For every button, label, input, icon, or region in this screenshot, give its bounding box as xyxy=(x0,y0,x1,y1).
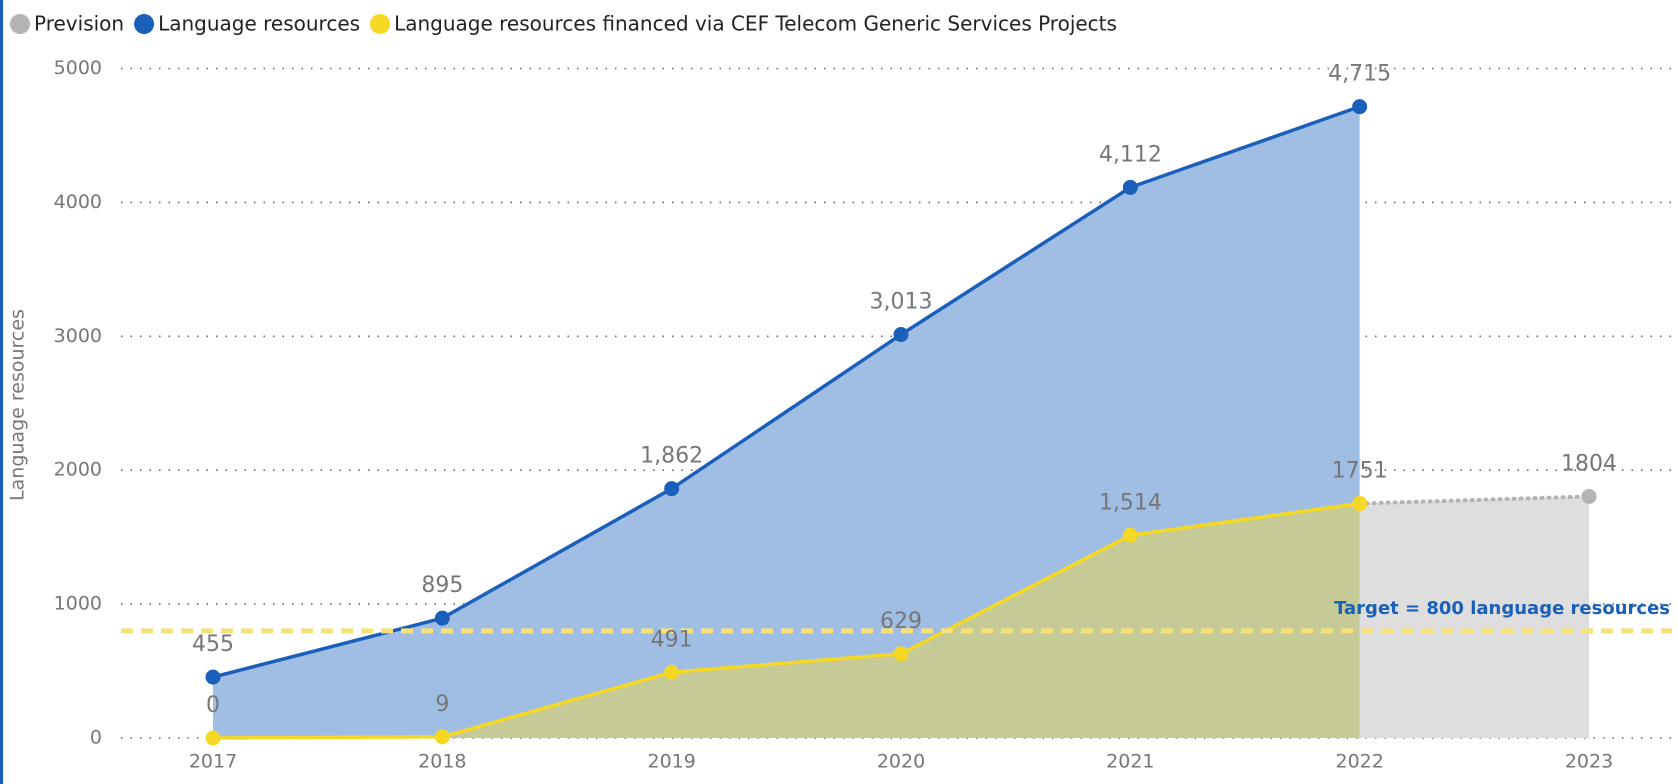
data-label: 4,715 xyxy=(1328,62,1391,87)
legend-label: Language resources xyxy=(158,12,360,36)
marker xyxy=(1581,488,1597,504)
data-label: 895 xyxy=(421,573,463,598)
marker xyxy=(893,646,909,662)
x-tick-label: 2017 xyxy=(189,751,237,773)
y-tick-label: 2000 xyxy=(54,459,102,481)
marker xyxy=(205,730,221,746)
target-label: Target = 800 language resources xyxy=(1334,598,1670,619)
data-label: 491 xyxy=(651,627,693,652)
area xyxy=(1359,496,1589,738)
marker xyxy=(1122,527,1138,543)
legend-marker xyxy=(10,14,30,34)
y-tick-label: 3000 xyxy=(54,325,102,347)
data-label: 1,862 xyxy=(640,444,703,469)
x-tick-label: 2019 xyxy=(647,751,695,773)
legend-marker xyxy=(134,14,155,34)
y-tick-label: 4000 xyxy=(54,191,102,213)
marker xyxy=(664,664,680,680)
data-label: 1804 xyxy=(1561,451,1617,476)
marker xyxy=(434,610,450,626)
x-tick-label: 2020 xyxy=(877,751,925,773)
data-label: 4,112 xyxy=(1099,142,1162,167)
legend-label: Prevision xyxy=(34,12,124,36)
marker xyxy=(1352,496,1368,512)
y-axis-title: Language resources xyxy=(7,309,29,501)
marker xyxy=(434,729,450,745)
x-tick-label: 2021 xyxy=(1106,751,1154,773)
data-label: 9 xyxy=(435,692,449,717)
area xyxy=(213,503,1360,738)
data-label: 455 xyxy=(192,632,234,657)
marker xyxy=(1122,179,1138,195)
marker xyxy=(664,481,680,497)
x-tick-label: 2022 xyxy=(1335,751,1383,773)
x-tick-label: 2023 xyxy=(1565,751,1613,773)
data-label: 0 xyxy=(206,693,220,718)
legend-marker xyxy=(370,14,391,34)
left-border xyxy=(0,0,3,784)
y-tick-label: 0 xyxy=(90,727,102,749)
x-tick-label: 2018 xyxy=(418,751,466,773)
data-label: 1,514 xyxy=(1099,490,1162,515)
y-tick-label: 1000 xyxy=(54,593,102,615)
legend-label: Language resources financed via CEF Tele… xyxy=(394,12,1117,36)
line xyxy=(212,105,1361,679)
line xyxy=(212,501,1360,740)
data-label: 629 xyxy=(880,609,922,634)
marker xyxy=(205,669,221,685)
y-tick-label: 5000 xyxy=(54,57,102,79)
marker xyxy=(893,327,909,343)
data-label: 1751 xyxy=(1332,459,1388,484)
line xyxy=(1357,494,1591,506)
marker xyxy=(1352,99,1368,115)
data-label: 3,013 xyxy=(870,290,933,315)
